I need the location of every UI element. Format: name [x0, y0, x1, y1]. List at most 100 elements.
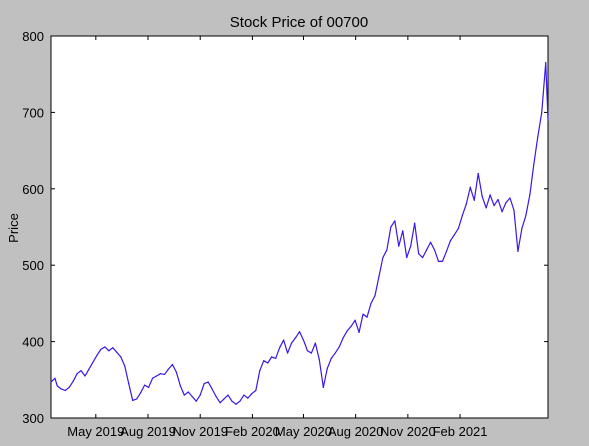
data-point: [390, 226, 392, 228]
data-point: [453, 234, 455, 236]
data-point: [124, 365, 126, 367]
data-point: [330, 357, 332, 360]
y-tick-label: 400: [22, 335, 44, 350]
data-point: [533, 163, 535, 165]
data-point: [501, 211, 503, 213]
data-point: [155, 375, 158, 377]
x-tick-label: Feb 2021: [433, 424, 488, 439]
data-point: [350, 325, 352, 327]
data-point: [493, 205, 495, 207]
data-point: [144, 384, 146, 386]
data-point: [545, 62, 547, 64]
data-point: [394, 220, 396, 222]
data-point: [68, 386, 70, 389]
data-point: [338, 346, 340, 348]
data-point: [64, 389, 66, 392]
data-point: [136, 398, 138, 400]
data-point: [50, 381, 52, 383]
data-point: [187, 391, 189, 393]
data-point: [314, 342, 316, 344]
data-point: [457, 227, 459, 230]
data-point: [461, 214, 463, 217]
y-tick-label: 300: [22, 411, 44, 426]
data-point: [223, 398, 225, 400]
data-point: [382, 256, 384, 259]
data-point: [322, 386, 324, 389]
data-point: [505, 201, 507, 204]
data-point: [414, 222, 416, 224]
data-point: [326, 367, 328, 369]
data-point: [422, 256, 424, 259]
data-point: [418, 253, 420, 255]
data-point: [406, 256, 408, 259]
data-point: [76, 373, 78, 375]
data-point: [128, 383, 130, 385]
data-point: [342, 337, 344, 339]
data-point: [310, 352, 313, 354]
data-point: [306, 350, 309, 352]
data-point: [227, 394, 229, 396]
data-point: [255, 389, 257, 392]
data-point: [469, 186, 471, 188]
data-point: [298, 331, 301, 333]
data-point: [402, 230, 404, 232]
data-point: [251, 392, 253, 395]
data-point: [489, 194, 491, 196]
data-point: [179, 385, 181, 387]
x-tick-label: Aug 2019: [120, 424, 176, 439]
data-point: [509, 197, 511, 199]
data-point: [239, 400, 241, 402]
data-point: [56, 385, 58, 387]
data-point: [116, 351, 118, 353]
data-point: [163, 373, 166, 376]
data-point: [195, 400, 197, 402]
data-point: [120, 356, 122, 358]
data-point: [183, 394, 185, 396]
x-tick-label: Nov 2020: [380, 424, 436, 439]
data-point: [88, 368, 90, 370]
data-point: [199, 394, 201, 396]
y-tick-label: 500: [22, 258, 44, 273]
data-point: [147, 386, 150, 389]
data-point: [151, 377, 154, 379]
data-point: [215, 396, 217, 398]
data-point: [96, 354, 98, 356]
data-point: [100, 348, 102, 350]
data-point: [525, 214, 527, 217]
plot-area: [50, 35, 549, 419]
y-axis-label: Price: [6, 213, 21, 243]
data-point: [529, 194, 531, 196]
data-point: [108, 350, 110, 352]
data-point: [358, 331, 360, 334]
data-point: [398, 245, 400, 247]
data-point: [517, 250, 519, 253]
data-point: [247, 397, 249, 399]
data-point: [286, 352, 289, 354]
data-point: [366, 316, 368, 318]
data-point: [175, 371, 177, 373]
series-layer: [50, 62, 549, 405]
data-point: [521, 227, 523, 230]
data-point: [449, 240, 452, 242]
data-point: [132, 399, 134, 402]
data-point: [334, 352, 336, 354]
data-point: [473, 199, 475, 201]
data-point: [537, 136, 539, 138]
data-point: [465, 203, 467, 205]
data-point: [378, 276, 380, 278]
data-point: [263, 360, 265, 362]
data-point: [354, 319, 356, 321]
data-point: [425, 249, 428, 251]
data-point: [140, 392, 142, 394]
data-point: [203, 383, 205, 385]
data-point: [275, 357, 277, 360]
data-point: [267, 362, 269, 364]
y-tick-label: 800: [22, 29, 44, 44]
data-point: [318, 359, 320, 361]
y-tick-label: 600: [22, 182, 44, 197]
data-point: [167, 368, 170, 370]
data-point: [92, 361, 94, 363]
data-point: [294, 337, 297, 339]
data-point: [290, 342, 293, 344]
